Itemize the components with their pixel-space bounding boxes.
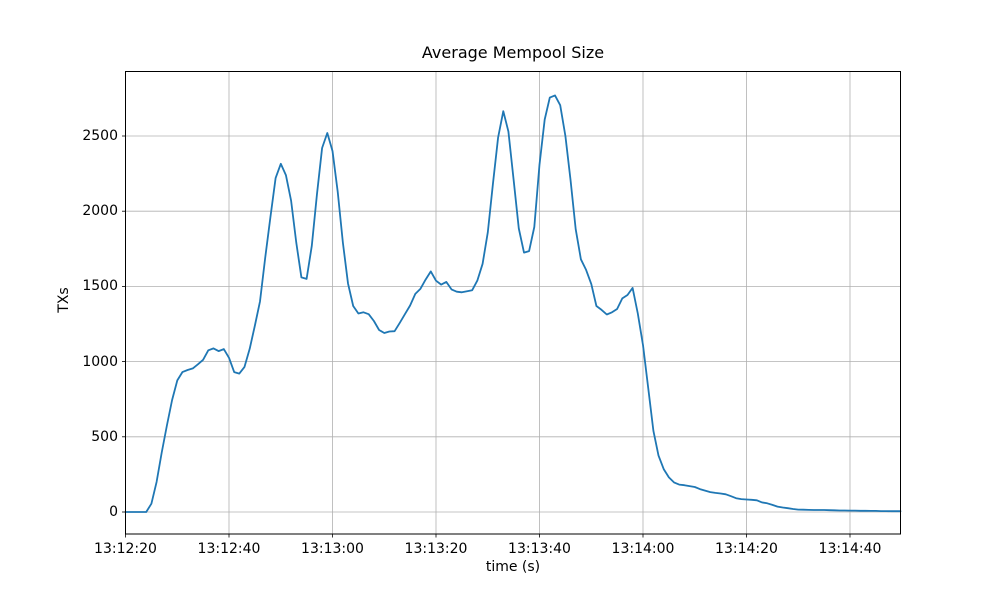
x-tick-label: 13:13:20: [404, 541, 468, 557]
y-tick-label: 0: [109, 504, 118, 520]
x-axis-label: time (s): [485, 559, 541, 575]
x-tick-label: 13:14:00: [611, 541, 675, 557]
mempool-line-series: [124, 94, 902, 513]
axis-tick-marks: [122, 135, 851, 538]
y-tick-label: 2000: [82, 203, 118, 220]
y-tick-label: 1500: [82, 278, 118, 295]
y-tick-label: 500: [91, 428, 118, 445]
x-tick-label: 13:14:20: [715, 541, 778, 557]
grid-lines: [125, 71, 901, 534]
x-tick-label: 13:13:40: [508, 541, 571, 557]
chart-title: Average Mempool Size: [421, 43, 605, 62]
x-tick-label: 13:14:40: [818, 541, 882, 557]
plot-border: [125, 71, 901, 535]
y-tick-label: 1000: [82, 353, 118, 370]
x-tick-label: 13:12:20: [94, 541, 157, 557]
y-tick-label: 2500: [82, 128, 118, 144]
x-tick-label: 13:13:00: [301, 541, 364, 557]
x-tick-label: 13:12:40: [197, 541, 261, 557]
